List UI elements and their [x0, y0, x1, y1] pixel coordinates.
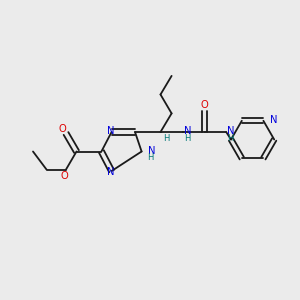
Text: O: O: [58, 124, 66, 134]
Text: N: N: [270, 115, 278, 125]
Text: H: H: [184, 134, 190, 143]
Text: N: N: [148, 146, 155, 156]
Text: O: O: [201, 100, 208, 110]
Text: N: N: [107, 126, 115, 136]
Text: N: N: [184, 126, 191, 136]
Text: O: O: [61, 171, 69, 181]
Text: N: N: [227, 126, 235, 136]
Text: N: N: [107, 167, 115, 177]
Text: H: H: [227, 134, 233, 143]
Text: H: H: [148, 153, 154, 162]
Text: H: H: [163, 134, 169, 143]
